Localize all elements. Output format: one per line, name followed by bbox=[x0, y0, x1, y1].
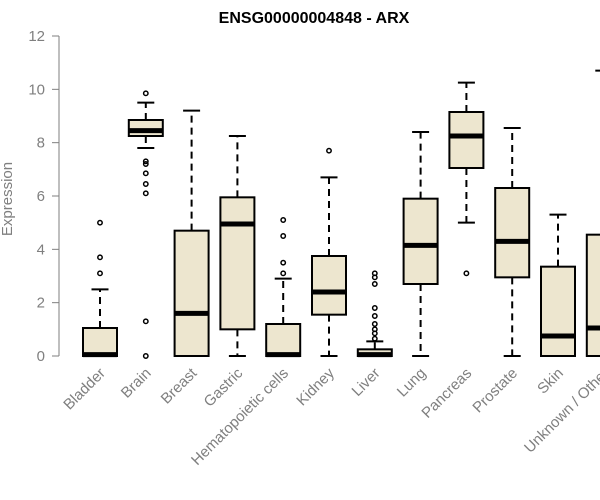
outlier-point bbox=[142, 318, 149, 325]
outlier-point bbox=[280, 233, 287, 239]
outlier-point bbox=[97, 219, 103, 226]
box-bladder bbox=[82, 219, 118, 358]
box-iqr bbox=[127, 119, 164, 137]
box-iqr bbox=[585, 233, 600, 358]
x-tick-label: Bladder bbox=[60, 365, 109, 414]
box-iqr bbox=[494, 187, 531, 279]
y-tick-label: 2 bbox=[37, 295, 45, 312]
box-iqr bbox=[402, 197, 439, 286]
x-tick-label: Lung bbox=[394, 365, 430, 401]
y-tick-label: 12 bbox=[28, 28, 45, 45]
box-liver bbox=[356, 270, 393, 358]
outlier-point bbox=[371, 335, 378, 342]
box-iqr bbox=[82, 327, 118, 357]
y-tick-label: 0 bbox=[37, 348, 45, 365]
outlier-point bbox=[142, 90, 149, 97]
x-tick-label: Gastric bbox=[201, 364, 247, 410]
box-iqr bbox=[219, 196, 256, 331]
x-tick-label: Liver bbox=[349, 365, 384, 400]
outlier-point bbox=[280, 270, 287, 277]
outlier-point bbox=[371, 326, 378, 333]
outlier-point bbox=[371, 305, 378, 311]
outlier-point bbox=[97, 270, 103, 277]
x-tick-label: Skin bbox=[534, 365, 567, 398]
box-unknown-other bbox=[585, 69, 600, 358]
box-gastric bbox=[219, 135, 256, 357]
box-iqr bbox=[173, 229, 210, 358]
outlier-point bbox=[142, 190, 149, 197]
outlier-point bbox=[371, 281, 378, 287]
outlier-point bbox=[142, 353, 149, 359]
x-tick-label: Brain bbox=[118, 365, 155, 402]
x-tick-label: Kidney bbox=[293, 364, 338, 409]
outlier-point bbox=[463, 270, 470, 277]
box-lung bbox=[402, 131, 439, 357]
x-tick-label: Breast bbox=[158, 364, 201, 407]
x-tick-label: Prostate bbox=[469, 365, 521, 417]
y-tick-label: 8 bbox=[37, 135, 45, 152]
y-tick-label: 6 bbox=[37, 188, 45, 205]
y-axis: 0 2 4 6 8 10 12 bbox=[28, 28, 60, 365]
box-breast bbox=[173, 109, 210, 358]
outlier-point bbox=[371, 270, 378, 277]
outlier-point bbox=[142, 161, 149, 167]
box-iqr bbox=[265, 323, 302, 357]
box-iqr bbox=[311, 255, 347, 316]
boxes-layer bbox=[82, 69, 600, 359]
outlier-point bbox=[371, 321, 378, 327]
box-skin bbox=[540, 213, 576, 357]
outlier-point bbox=[97, 254, 103, 261]
outlier-point bbox=[371, 313, 378, 319]
chart-title: ENSG00000004848 - ARX bbox=[219, 10, 410, 27]
box-hematopoietic-cells bbox=[265, 217, 302, 358]
box-iqr bbox=[540, 265, 576, 357]
y-axis-label: Expression bbox=[0, 162, 16, 236]
box-kidney bbox=[311, 147, 347, 357]
box-pancreas bbox=[448, 81, 485, 277]
box-prostate bbox=[494, 127, 531, 357]
box-brain bbox=[127, 90, 164, 359]
outlier-point bbox=[326, 147, 332, 154]
outlier-point bbox=[142, 170, 149, 177]
outlier-point bbox=[280, 259, 287, 266]
y-tick-label: 4 bbox=[37, 241, 45, 258]
y-tick-label: 10 bbox=[28, 81, 45, 98]
outlier-point bbox=[280, 217, 287, 223]
x-tick-label: Pancreas bbox=[418, 365, 475, 422]
outlier-point bbox=[142, 181, 149, 187]
outlier-point bbox=[142, 158, 149, 165]
box-iqr bbox=[448, 111, 485, 169]
